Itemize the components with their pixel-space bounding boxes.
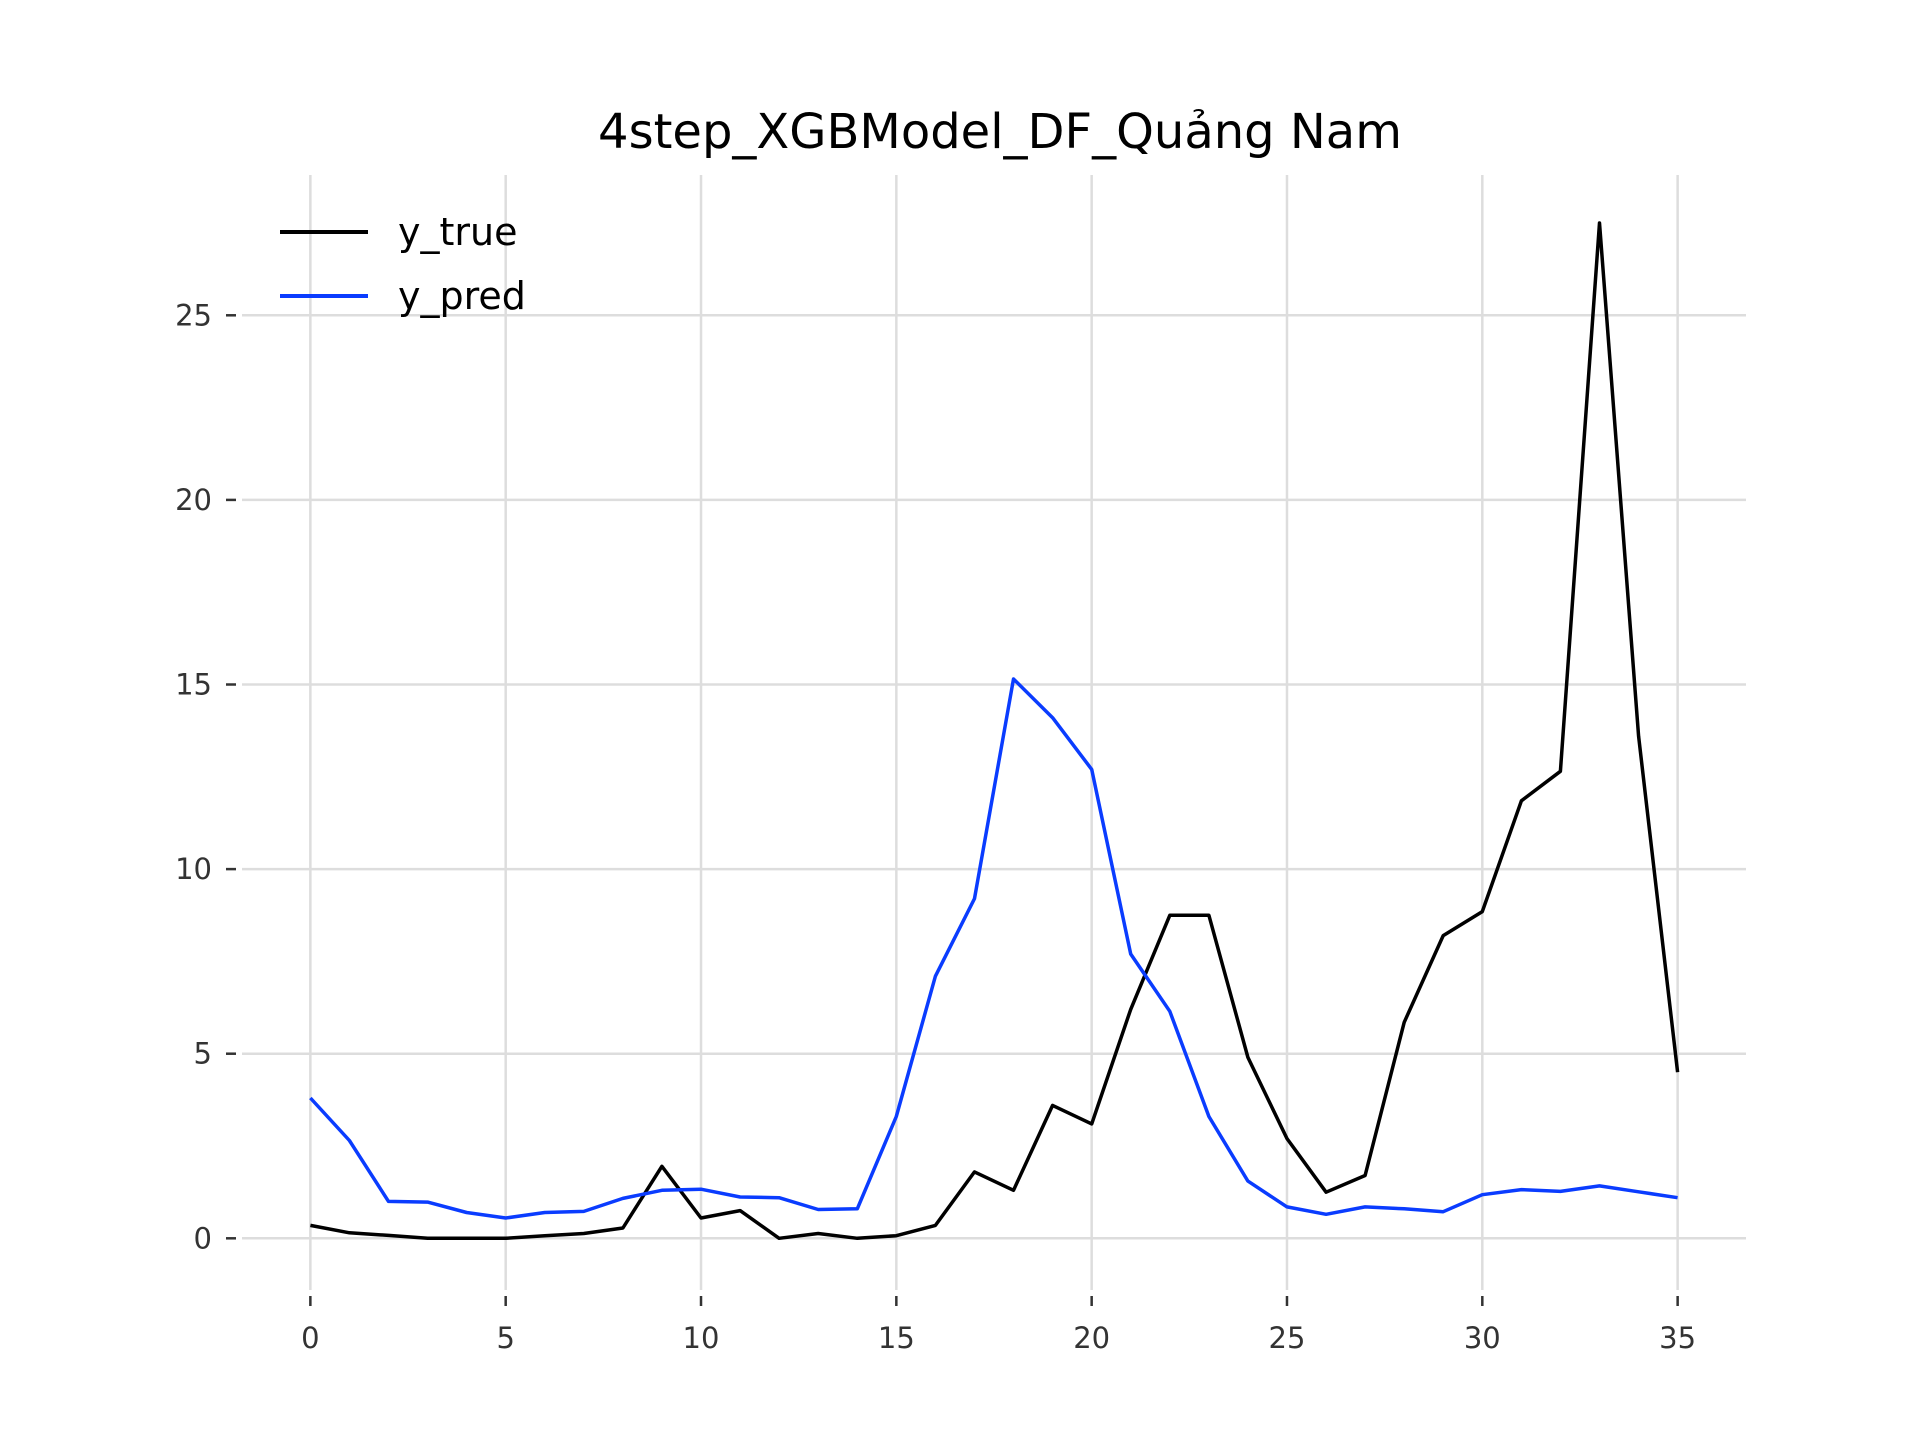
y-tick-label: 10 [175,852,212,886]
x-tick-label: 10 [683,1321,720,1355]
grid-lines [242,175,1746,1290]
series-lines [309,221,1680,1241]
y-tick-label: 15 [175,668,212,702]
legend: y_true y_pred [280,210,526,318]
series-line-y-pred [309,677,1678,1220]
y-tick-label: 20 [175,483,212,517]
x-tick-label: 0 [301,1321,319,1355]
x-tick-label: 30 [1464,1321,1501,1355]
legend-label-y-true: y_true [398,210,517,254]
x-tick-label: 5 [496,1321,514,1355]
y-tick-label: 25 [175,298,212,332]
x-axis-ticks: 0 5 10 15 20 25 30 35 [301,1296,1696,1355]
x-tick-label: 20 [1073,1321,1110,1355]
x-tick-label: 35 [1659,1321,1696,1355]
x-tick-label: 15 [878,1321,915,1355]
legend-label-y-pred: y_pred [398,274,526,318]
y-tick-label: 5 [194,1037,212,1071]
y-tick-label: 0 [194,1221,212,1255]
x-tick-label: 25 [1269,1321,1306,1355]
series-line-y-true [310,221,1680,1241]
chart-title: 4step_XGBModel_DF_Quảng Nam [598,104,1402,160]
y-axis-ticks: 0 5 10 15 20 25 [175,298,236,1255]
